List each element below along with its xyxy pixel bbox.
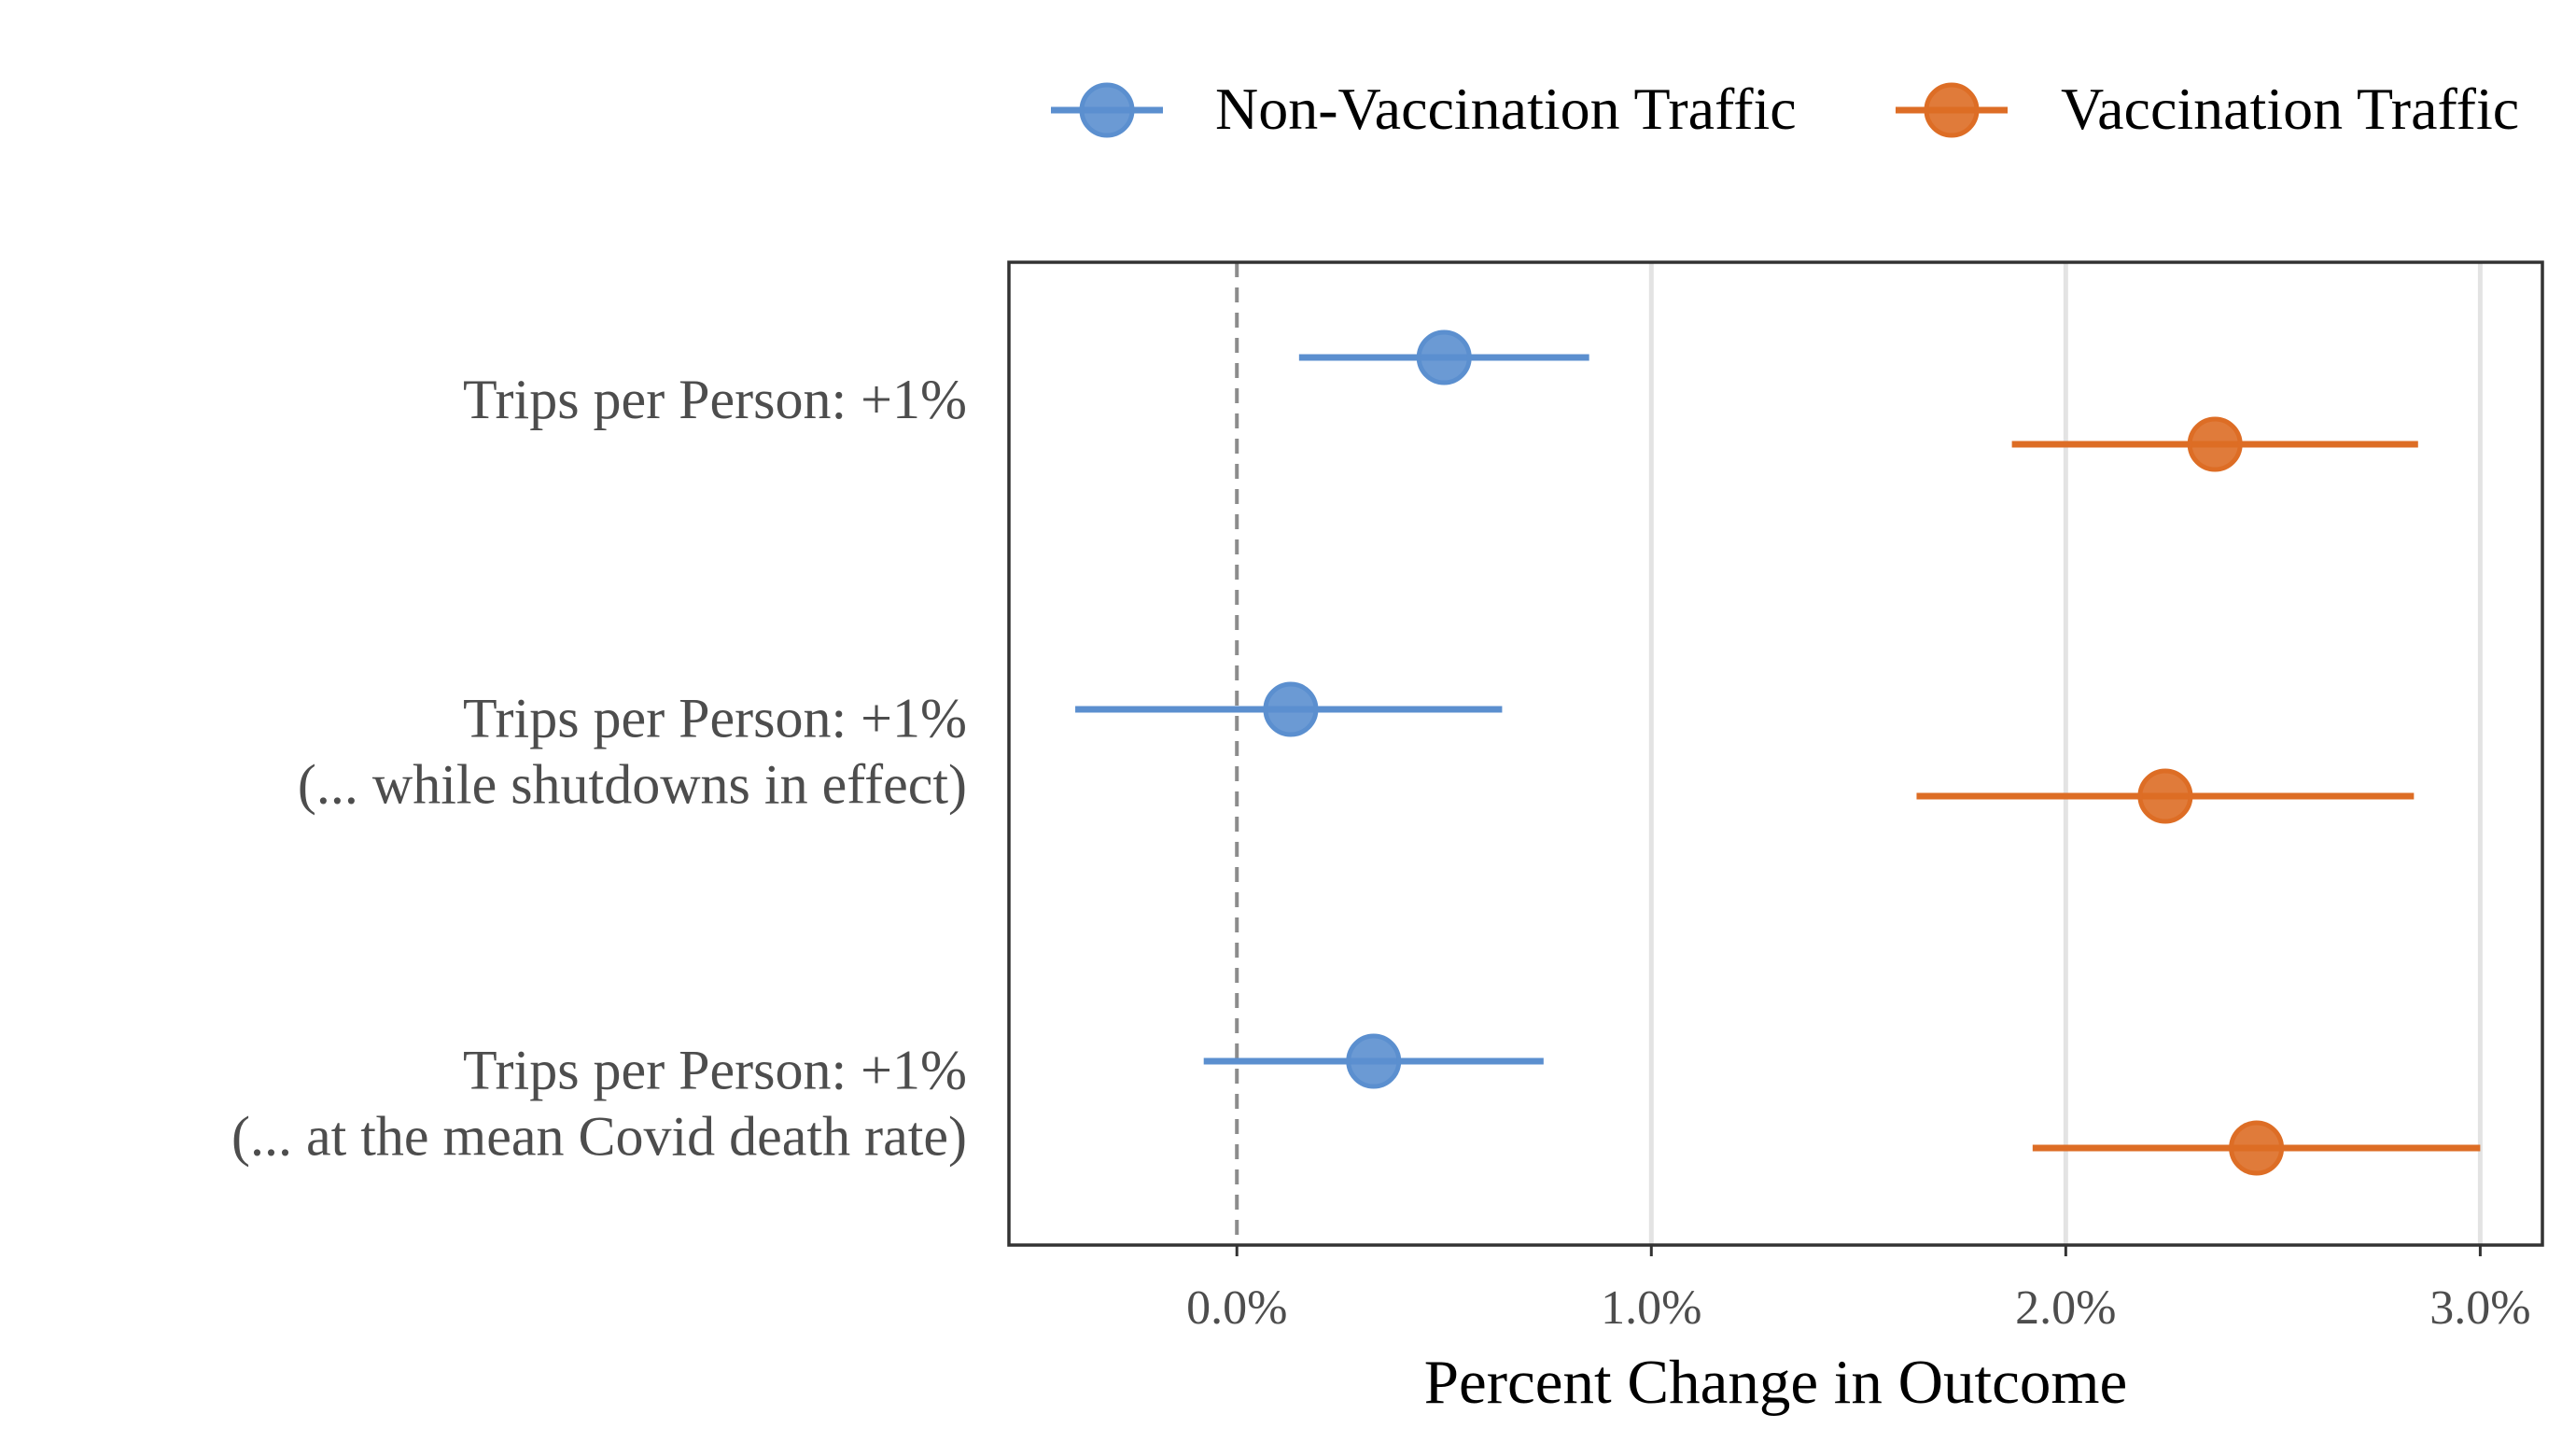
non-vaccination-traffic-legend-label: Non-Vaccination Traffic	[1215, 76, 1797, 142]
x-tick-label-0: 0.0%	[1186, 1281, 1287, 1335]
legend: Non-Vaccination Traffic Vaccination Traff…	[1051, 76, 2519, 142]
y-label-2: Trips per Person: +1% (... at the mean Co…	[231, 1040, 967, 1168]
plot-frame	[1007, 260, 2544, 1247]
non-vaccination-traffic-point-2	[1346, 1033, 1402, 1089]
data-marks	[1075, 329, 2481, 1176]
non-vaccination-traffic-point-0	[1416, 329, 1472, 385]
vaccination-traffic-legend-label: Vaccination Traffic	[2061, 76, 2519, 142]
x-tick-label-2: 2.0%	[2015, 1281, 2116, 1335]
non-vaccination-traffic-legend-key-point	[1079, 82, 1135, 138]
gridlines	[1648, 262, 2483, 1245]
vaccination-traffic-point-0	[2187, 416, 2243, 472]
x-axis-title: Percent Change in Outcome	[1424, 1348, 2128, 1417]
x-tick-label-3: 3.0%	[2429, 1281, 2530, 1335]
y-label-0: Trips per Person: +1%	[463, 369, 967, 430]
non-vaccination-traffic-point-1	[1263, 681, 1319, 737]
x-tick-label-1: 1.0%	[1601, 1281, 1701, 1335]
plot-background	[1009, 262, 2542, 1245]
plot-area	[1009, 262, 2542, 1245]
plot-border	[1007, 260, 2544, 1247]
y-label-1: Trips per Person: +1% (... while shutdown…	[298, 688, 967, 816]
vaccination-traffic-point-2	[2229, 1120, 2285, 1176]
x-axis: 0.0% 1.0% 2.0% 3.0% Percent Change in Outcom…	[1186, 1245, 2531, 1417]
vaccination-traffic-point-1	[2137, 768, 2193, 824]
vaccination-traffic-legend-key-point	[1924, 82, 1980, 138]
y-axis-labels: Trips per Person: +1% Trips per Person: +…	[231, 369, 967, 1168]
